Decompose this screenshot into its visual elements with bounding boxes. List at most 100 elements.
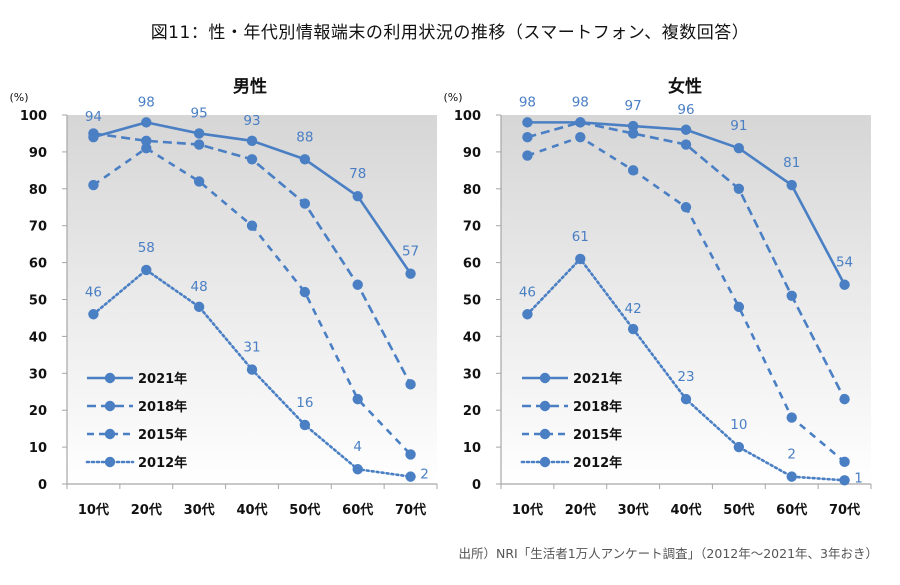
y-tick-label: 0: [472, 478, 481, 493]
data-point: [786, 179, 797, 191]
data-point: [299, 419, 311, 431]
data-point: [575, 117, 586, 128]
data-label: 98: [572, 94, 589, 110]
data-point: [839, 393, 850, 405]
data-point: [405, 268, 416, 279]
x-tick-label: 10代: [78, 502, 109, 518]
legend-marker: [539, 428, 551, 440]
data-label: 98: [138, 94, 155, 110]
x-tick-label: 50代: [289, 502, 320, 518]
data-label: 78: [349, 166, 366, 182]
data-point: [627, 165, 639, 176]
data-label: 16: [296, 395, 313, 411]
y-tick-label: 70: [29, 220, 47, 235]
data-point: [680, 393, 692, 405]
y-tick-label: 80: [29, 183, 47, 198]
y-tick-label: 20: [29, 404, 47, 419]
y-tick-label: 60: [29, 257, 47, 272]
chart-female: 女性 0 10 20 30 40 50 60 70 80 90 100 (%) 10代 20代 30代 40代 5…: [443, 76, 872, 518]
y-tick-label: 80: [463, 183, 481, 198]
data-label: 95: [191, 105, 208, 121]
y-tick-label: 40: [463, 330, 481, 345]
legend-label: 2012年: [138, 455, 187, 471]
y-tick-label: 0: [38, 478, 47, 493]
data-point: [352, 279, 363, 290]
data-point: [352, 464, 363, 475]
plot-area: [501, 115, 871, 484]
data-point: [680, 139, 692, 150]
legend-marker: [104, 372, 116, 384]
data-label: 54: [836, 255, 853, 271]
data-point: [680, 202, 692, 213]
data-point: [141, 143, 152, 154]
x-tick-label: 10代: [512, 502, 543, 518]
data-point: [246, 135, 258, 147]
data-label: 2: [420, 467, 429, 483]
data-label: 96: [677, 102, 694, 118]
data-point: [786, 471, 797, 482]
data-point: [193, 301, 205, 313]
y-tick-label: 30: [463, 367, 481, 382]
y-tick-label: 90: [29, 146, 47, 161]
plot-area: [67, 115, 437, 484]
y-axis-unit: (%): [9, 91, 28, 104]
data-label: 93: [243, 113, 260, 129]
data-label: 98: [519, 94, 536, 110]
y-tick-label: 10: [463, 441, 481, 456]
y-axis-unit: (%): [443, 91, 462, 104]
data-label: 91: [730, 118, 747, 134]
data-point: [839, 456, 850, 468]
legend-label: 2012年: [573, 455, 622, 471]
y-tick-label: 100: [454, 109, 481, 124]
x-tick-label: 40代: [236, 502, 267, 518]
data-label: 42: [625, 301, 642, 317]
data-point: [299, 198, 311, 209]
data-label: 57: [402, 244, 419, 260]
data-point: [88, 309, 99, 320]
data-point: [246, 154, 258, 165]
data-label: 2: [787, 447, 796, 463]
x-tick-label: 30代: [618, 502, 649, 518]
y-tick-label: 100: [20, 109, 47, 124]
source-note: 出所）NRI「生活者1万人アンケート調査」（2012年〜2021年、3年おき）: [458, 546, 878, 561]
data-label: 46: [519, 284, 536, 300]
y-tick-label: 30: [29, 367, 47, 382]
legend-label: 2015年: [573, 427, 622, 443]
data-point: [733, 301, 745, 313]
legend-marker: [104, 456, 116, 468]
data-point: [627, 128, 639, 139]
y-tick-label: 50: [29, 294, 47, 309]
data-point: [733, 441, 745, 453]
x-tick-label: 60代: [776, 502, 807, 518]
legend-label: 2018年: [573, 399, 622, 415]
data-label: 23: [677, 369, 694, 385]
data-point: [627, 323, 639, 335]
data-point: [786, 412, 797, 423]
legend-label: 2018年: [138, 399, 187, 415]
data-point: [88, 131, 99, 143]
data-point: [193, 139, 205, 150]
legend-label: 2015年: [138, 427, 187, 443]
data-point: [141, 135, 152, 147]
panel-title: 男性: [233, 76, 267, 97]
data-label: 88: [296, 129, 313, 145]
y-tick-label: 40: [29, 330, 47, 345]
x-tick-label: 60代: [342, 502, 373, 518]
data-label: 61: [572, 229, 589, 245]
data-point: [733, 143, 745, 154]
data-point: [522, 117, 533, 128]
data-point: [839, 475, 850, 486]
data-label: 4: [353, 439, 362, 455]
data-point: [405, 379, 416, 390]
x-tick-label: 30代: [184, 502, 215, 518]
data-label: 58: [138, 240, 155, 256]
legend-marker: [539, 456, 551, 468]
data-point: [405, 449, 416, 460]
data-point: [522, 131, 533, 143]
data-point: [193, 176, 205, 187]
data-point: [839, 279, 850, 290]
y-tick-label: 70: [463, 220, 481, 235]
y-tick-label: 60: [463, 257, 481, 272]
data-point: [575, 253, 586, 265]
x-tick-label: 70代: [395, 502, 426, 518]
